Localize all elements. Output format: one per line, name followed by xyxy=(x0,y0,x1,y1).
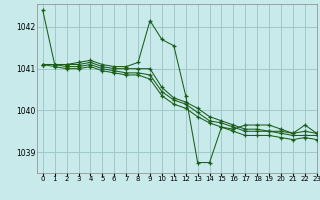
Text: Graphe pression niveau de la mer (hPa): Graphe pression niveau de la mer (hPa) xyxy=(60,186,260,196)
